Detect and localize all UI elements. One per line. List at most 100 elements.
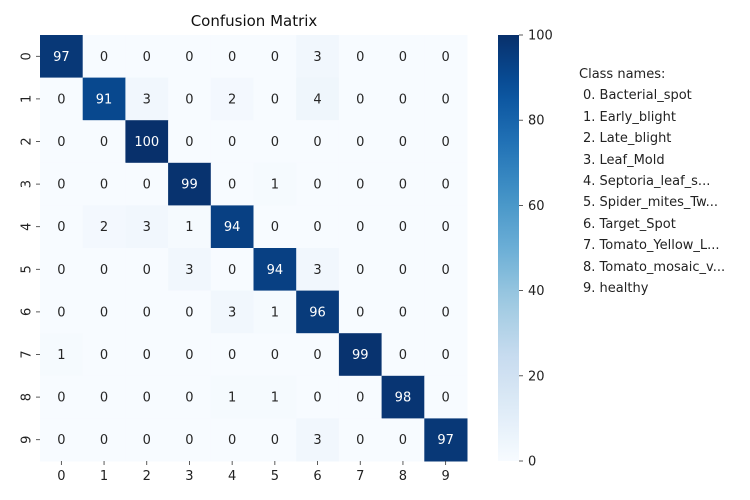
heatmap-cell xyxy=(168,77,212,121)
heatmap-cell xyxy=(210,248,254,292)
cell-value-label: 0 xyxy=(356,50,364,65)
heatmap-cell xyxy=(82,162,126,206)
cell-value-label: 0 xyxy=(100,305,108,320)
heatmap-cell xyxy=(338,35,383,79)
cell-value-label: 100 xyxy=(134,135,159,150)
class-name-item: 8. Tomato_mosaic_v... xyxy=(583,259,726,275)
heatmap-cell xyxy=(125,35,169,79)
cell-value-label: 0 xyxy=(57,135,65,150)
heatmap-cell xyxy=(82,120,126,164)
cell-value-label: 0 xyxy=(271,348,279,363)
cell-value-label: 0 xyxy=(442,263,450,278)
cell-value-label: 0 xyxy=(271,433,279,448)
class-name-item: 0. Bacterial_spot xyxy=(583,88,692,104)
y-tick-label: 0 xyxy=(20,52,35,60)
cell-value-label: 0 xyxy=(228,348,236,363)
heatmap-cell xyxy=(40,375,84,419)
x-tick-label: 4 xyxy=(228,469,236,484)
heatmap-cell xyxy=(40,35,84,79)
heatmap-cell xyxy=(296,120,340,164)
colorbar-ticks: 0 20 40 60 80 100 xyxy=(519,29,553,470)
heatmap-cell xyxy=(424,375,468,419)
cell-value-label: 0 xyxy=(313,220,321,235)
x-tick-label: 1 xyxy=(100,469,108,484)
cell-value-label: 0 xyxy=(57,263,65,278)
cell-value-label: 0 xyxy=(399,348,407,363)
cell-value-label: 0 xyxy=(228,178,236,193)
class-name-item: 3. Leaf_Mold xyxy=(583,152,665,168)
cell-value-label: 99 xyxy=(352,348,369,363)
cell-value-label: 0 xyxy=(185,92,193,107)
heatmap-cell xyxy=(210,333,254,377)
cell-value-label: 0 xyxy=(442,348,450,363)
heatmap-cell xyxy=(424,418,468,462)
cell-value-label: 0 xyxy=(442,92,450,107)
heatmap-cell xyxy=(296,418,340,462)
heatmap-cell xyxy=(338,162,383,206)
heatmap-cell xyxy=(253,375,297,419)
heatmap-cell xyxy=(381,205,425,249)
cell-value-label: 0 xyxy=(313,178,321,193)
class-name-item: 7. Tomato_Yellow_L... xyxy=(583,238,720,254)
y-tick-label: 6 xyxy=(20,308,35,316)
class-name-item: 1. Early_blight xyxy=(583,109,676,125)
heatmap-cell xyxy=(296,77,340,121)
class-names-list: 0. Bacterial_spot 1. Early_blight 2. Late_… xyxy=(579,85,725,299)
cell-value-label: 0 xyxy=(313,135,321,150)
cell-value-label: 0 xyxy=(143,433,151,448)
colorbar xyxy=(498,35,519,461)
cell-value-label: 3 xyxy=(185,263,193,278)
heatmap-cell xyxy=(296,35,340,79)
heatmap-cell xyxy=(168,120,212,164)
cell-value-label: 3 xyxy=(313,263,321,278)
cell-value-label: 0 xyxy=(271,50,279,65)
chart-title: Confusion Matrix xyxy=(191,12,318,30)
heatmap-cell-labels: 97 0 0 0 0 0 3 0 0 00 91 3 0 2 0 4 0 0 00 0 100 0 0 0 0 0 0 00 0 0 99 0… xyxy=(53,50,454,448)
heatmap-cell xyxy=(125,290,169,334)
colorbar-tick-label: 0 xyxy=(528,455,536,470)
heatmap-cell xyxy=(296,333,340,377)
cell-value-label: 0 xyxy=(399,135,407,150)
heatmap-cell xyxy=(381,120,425,164)
heatmap-cell xyxy=(168,290,212,334)
cell-value-label: 91 xyxy=(96,92,113,107)
cell-value-label: 0 xyxy=(143,263,151,278)
heatmap-cell xyxy=(381,290,425,334)
cell-value-label: 0 xyxy=(442,135,450,150)
class-names-title: Class names: xyxy=(579,67,666,82)
heatmap-cell xyxy=(125,375,169,419)
y-tick-label: 5 xyxy=(20,265,35,273)
y-tick-label: 9 xyxy=(20,436,35,444)
heatmap-cell xyxy=(210,205,254,249)
cell-value-label: 0 xyxy=(57,433,65,448)
x-tick-label: 2 xyxy=(143,469,151,484)
heatmap-cell xyxy=(40,248,84,292)
cell-value-label: 1 xyxy=(271,391,279,406)
class-names-legend: Class names: 0. Bacterial_spot 1. Early_b… xyxy=(579,64,725,299)
cell-value-label: 0 xyxy=(356,391,364,406)
heatmap-cell xyxy=(381,333,425,377)
heatmap-cell xyxy=(210,35,254,79)
cell-value-label: 0 xyxy=(399,305,407,320)
heatmap-cell xyxy=(338,418,383,462)
cell-value-label: 0 xyxy=(100,178,108,193)
heatmap-cell xyxy=(381,162,425,206)
x-tick-label: 0 xyxy=(57,469,65,484)
heatmap-cell xyxy=(338,290,383,334)
heatmap-cell xyxy=(40,205,84,249)
cell-value-label: 0 xyxy=(442,50,450,65)
heatmap-cell xyxy=(210,120,254,164)
heatmap-cell xyxy=(296,375,340,419)
y-tick-label: 1 xyxy=(20,95,35,103)
cell-value-label: 0 xyxy=(399,178,407,193)
cell-value-label: 0 xyxy=(399,50,407,65)
y-tick-label: 4 xyxy=(20,223,35,231)
heatmap-cell xyxy=(253,205,297,249)
heatmap-cell xyxy=(168,333,212,377)
heatmap-cell xyxy=(338,120,383,164)
cell-value-label: 0 xyxy=(356,220,364,235)
cell-value-label: 1 xyxy=(57,348,65,363)
cell-value-label: 0 xyxy=(143,348,151,363)
cell-value-label: 0 xyxy=(442,220,450,235)
